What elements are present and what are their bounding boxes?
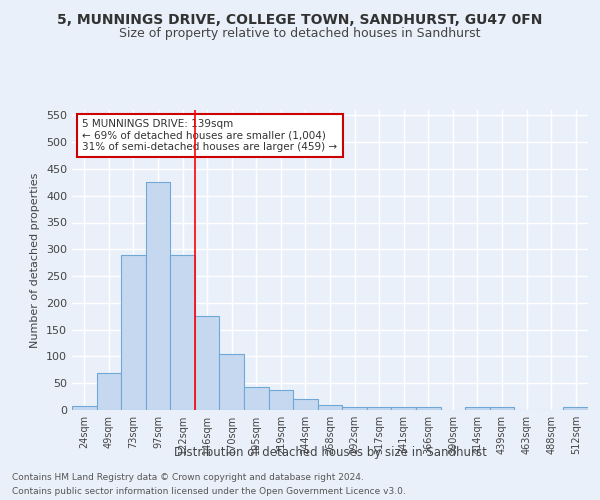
Bar bbox=[367, 408, 391, 410]
Text: 5 MUNNINGS DRIVE: 139sqm
← 69% of detached houses are smaller (1,004)
31% of sem: 5 MUNNINGS DRIVE: 139sqm ← 69% of detach… bbox=[82, 119, 337, 152]
Bar bbox=[465, 408, 490, 410]
Bar bbox=[97, 372, 121, 410]
Text: 5, MUNNINGS DRIVE, COLLEGE TOWN, SANDHURST, GU47 0FN: 5, MUNNINGS DRIVE, COLLEGE TOWN, SANDHUR… bbox=[58, 12, 542, 26]
Y-axis label: Number of detached properties: Number of detached properties bbox=[31, 172, 40, 348]
Bar bbox=[244, 387, 269, 410]
Bar bbox=[220, 354, 244, 410]
Bar bbox=[293, 400, 318, 410]
Bar bbox=[391, 408, 416, 410]
Text: Contains public sector information licensed under the Open Government Licence v3: Contains public sector information licen… bbox=[12, 488, 406, 496]
Text: Contains HM Land Registry data © Crown copyright and database right 2024.: Contains HM Land Registry data © Crown c… bbox=[12, 472, 364, 482]
Bar bbox=[72, 406, 97, 410]
Bar bbox=[170, 254, 195, 410]
Bar bbox=[342, 408, 367, 410]
Bar bbox=[563, 408, 588, 410]
Bar bbox=[121, 254, 146, 410]
Bar bbox=[146, 182, 170, 410]
Bar bbox=[269, 390, 293, 410]
Text: Distribution of detached houses by size in Sandhurst: Distribution of detached houses by size … bbox=[173, 446, 487, 459]
Text: Size of property relative to detached houses in Sandhurst: Size of property relative to detached ho… bbox=[119, 28, 481, 40]
Bar bbox=[195, 316, 220, 410]
Bar bbox=[490, 408, 514, 410]
Bar bbox=[416, 408, 440, 410]
Bar bbox=[318, 404, 342, 410]
